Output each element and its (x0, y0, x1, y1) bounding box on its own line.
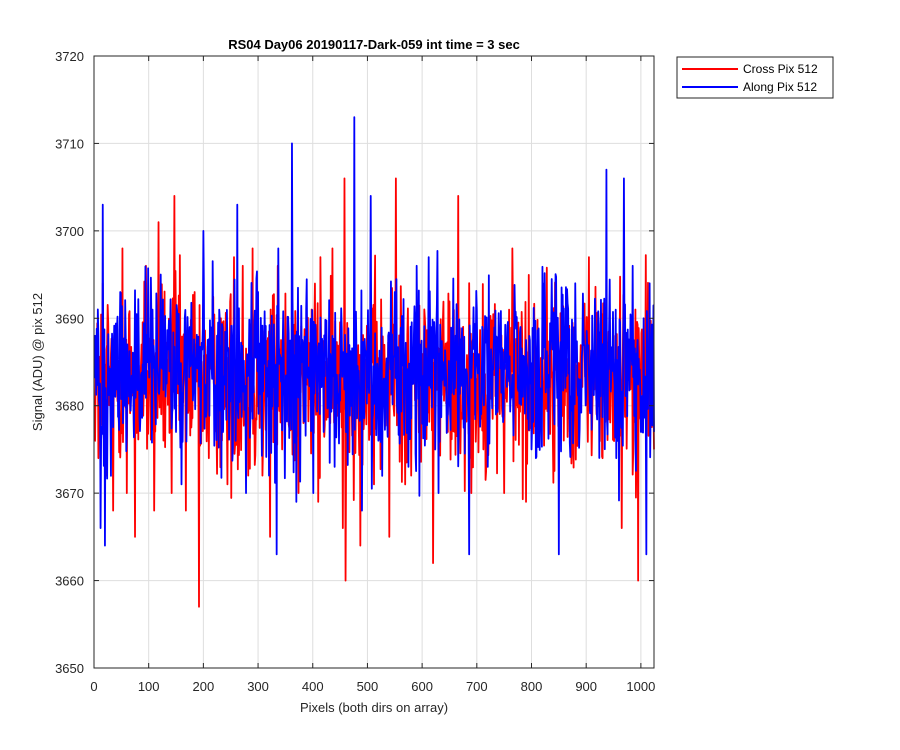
y-tick-label: 3680 (55, 399, 84, 414)
x-axis-label: Pixels (both dirs on array) (300, 700, 448, 715)
y-tick-label: 3700 (55, 224, 84, 239)
x-tick-label: 300 (247, 679, 269, 694)
y-tick-labels: 3650 3660 3670 3680 3690 3700 3710 3720 (55, 49, 84, 676)
series-line-along-pix-512 (93, 116, 655, 556)
y-axis-label: Signal (ADU) @ pix 512 (30, 293, 45, 431)
x-tick-labels: 0 100 200 300 400 500 600 700 800 900 1000 (90, 679, 655, 694)
y-tick-label: 3720 (55, 49, 84, 64)
x-tick-label: 700 (466, 679, 488, 694)
legend-label-cross: Cross Pix 512 (743, 62, 818, 76)
x-tick-label: 0 (90, 679, 97, 694)
x-tick-label: 600 (411, 679, 433, 694)
x-tick-label: 500 (357, 679, 379, 694)
x-tick-label: 900 (575, 679, 597, 694)
legend: Cross Pix 512 Along Pix 512 (676, 56, 834, 99)
legend-label-along: Along Pix 512 (743, 80, 817, 94)
axis-ticks (93, 55, 654, 669)
y-tick-label: 3670 (55, 486, 84, 501)
chart-title: RS04 Day06 20190117-Dark-059 int time = … (228, 37, 520, 52)
y-tick-label: 3660 (55, 574, 84, 589)
x-tick-label: 400 (302, 679, 324, 694)
x-tick-label: 100 (138, 679, 160, 694)
x-tick-label: 1000 (626, 679, 655, 694)
y-tick-label: 3690 (55, 311, 84, 326)
x-tick-label: 800 (521, 679, 543, 694)
y-tick-label: 3650 (55, 661, 84, 676)
y-tick-label: 3710 (55, 136, 84, 151)
plot-frame (93, 55, 655, 669)
legend-box (676, 56, 834, 99)
x-tick-label: 200 (193, 679, 215, 694)
data-series (93, 116, 655, 608)
